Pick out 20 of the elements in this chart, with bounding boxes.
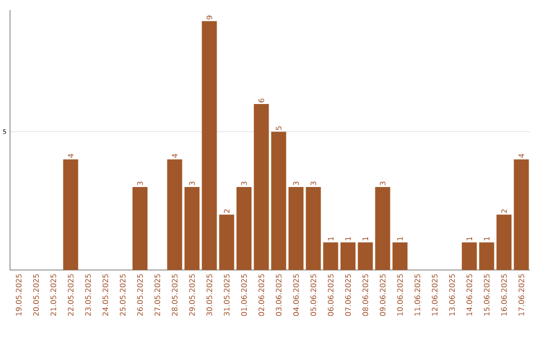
- bar: [271, 132, 286, 270]
- bar: [340, 242, 356, 270]
- bar: [462, 242, 477, 270]
- bar: [306, 187, 321, 270]
- bar: [514, 159, 529, 270]
- bar: [202, 21, 217, 270]
- bar: [392, 242, 408, 270]
- bar: [288, 187, 304, 270]
- bar: [167, 159, 182, 270]
- bar: [219, 214, 234, 270]
- bar: [63, 159, 78, 270]
- bar: [358, 242, 373, 270]
- bar: [375, 187, 390, 270]
- bar: [236, 187, 252, 270]
- bar: [323, 242, 338, 270]
- bar: [184, 187, 200, 270]
- bar: [479, 242, 494, 270]
- bar: [496, 214, 512, 270]
- bar: [254, 104, 269, 270]
- bar: [132, 187, 148, 270]
